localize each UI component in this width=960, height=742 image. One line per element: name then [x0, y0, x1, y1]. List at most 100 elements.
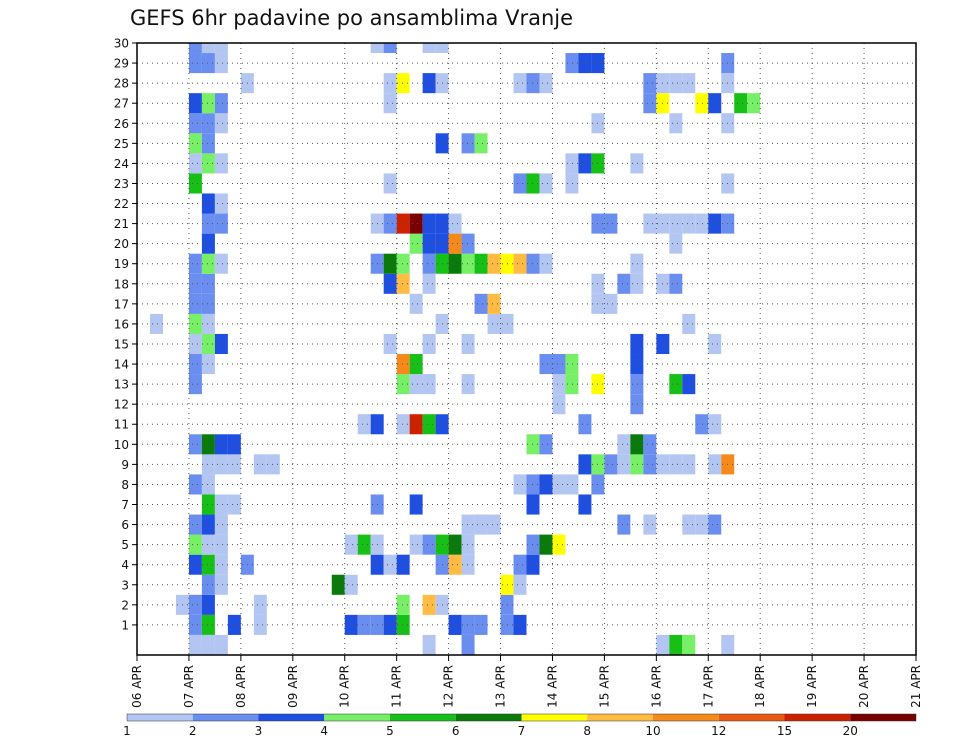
heatmap-cell: [396, 354, 410, 375]
colorbar-segment: [324, 714, 390, 721]
heatmap-cell: [201, 153, 215, 174]
y-tick-label: 7: [121, 498, 129, 512]
colorbar-label: 3: [255, 724, 263, 738]
x-tick-label: 06 APR: [130, 665, 144, 708]
heatmap-cell: [578, 414, 592, 435]
heatmap-cell: [539, 534, 553, 555]
heatmap-cell: [604, 293, 618, 314]
heatmap-cell: [539, 73, 553, 94]
heatmap-cell: [513, 574, 527, 595]
heatmap-cell: [474, 253, 488, 274]
heatmap-cell: [214, 554, 228, 575]
heatmap-cell: [214, 253, 228, 274]
heatmap-cell: [461, 333, 475, 355]
heatmap-cell: [396, 253, 410, 274]
heatmap-cell: [617, 273, 631, 294]
heatmap-cell: [682, 213, 696, 234]
y-tick-label: 29: [114, 57, 129, 71]
heatmap-cell: [214, 193, 228, 214]
heatmap-cell: [669, 273, 683, 294]
heatmap-cell: [461, 133, 475, 154]
heatmap-cell: [201, 53, 215, 74]
heatmap-cell: [552, 474, 566, 495]
grid-lines: [137, 42, 916, 655]
heatmap-cell: [669, 73, 683, 94]
heatmap-cell: [695, 213, 709, 234]
colorbar-label: 15: [777, 724, 792, 738]
y-tick-label: 6: [121, 518, 129, 532]
heatmap-cell: [214, 43, 228, 54]
heatmap-cell: [435, 43, 449, 54]
y-tick-label: 18: [114, 277, 129, 291]
heatmap-cell: [344, 534, 358, 555]
heatmap-cell: [630, 253, 644, 274]
heatmap-cell: [383, 273, 397, 294]
heatmap-cell: [201, 434, 215, 455]
y-tick-label: 8: [121, 478, 129, 492]
x-tick-label: 17 APR: [701, 665, 715, 708]
x-tick-label: 18 APR: [753, 665, 767, 708]
colorbar-segment: [390, 714, 456, 721]
heatmap-cell: [578, 53, 592, 74]
colorbar-segment: [127, 714, 193, 721]
colorbar-label: 12: [711, 724, 726, 738]
heatmap-cell: [682, 634, 696, 655]
heatmap-cell: [461, 614, 475, 635]
heatmap-cell: [214, 153, 228, 174]
heatmap-cell: [201, 634, 215, 655]
heatmap-cell: [201, 193, 215, 214]
heatmap-cell: [214, 534, 228, 555]
x-tick-label: 10 APR: [338, 665, 352, 708]
heatmap-cell: [188, 333, 202, 355]
heatmap-cell: [422, 414, 436, 435]
heatmap-cell: [331, 574, 345, 595]
heatmap-cell: [214, 574, 228, 595]
heatmap-cell: [643, 434, 657, 455]
heatmap-cell: [747, 93, 761, 114]
heatmap-cell: [396, 554, 410, 575]
heatmap-cell: [201, 43, 215, 54]
heatmap-cell: [695, 514, 709, 535]
y-tick-label: 25: [114, 137, 129, 151]
colorbar-segment: [850, 714, 916, 721]
colorbar-label: 6: [452, 724, 460, 738]
y-tick-label: 15: [114, 337, 129, 351]
x-tick-label: 11 APR: [390, 665, 404, 708]
heatmap-cell: [188, 374, 202, 395]
heatmap-cell: [552, 534, 566, 555]
y-tick-label: 4: [121, 558, 129, 572]
y-tick-label: 21: [114, 217, 129, 231]
heatmap-cell: [708, 213, 722, 234]
heatmap-cell: [188, 614, 202, 635]
colorbar-label: 8: [583, 724, 591, 738]
colorbar-label: 7: [518, 724, 526, 738]
y-tick-label: 27: [114, 97, 129, 111]
heatmap-cell: [513, 554, 527, 575]
heatmap-cell: [669, 233, 683, 254]
heatmap-cell: [383, 213, 397, 234]
heatmap-cell: [201, 233, 215, 254]
heatmap-cell: [253, 594, 267, 615]
heatmap-cell: [396, 273, 410, 294]
heatmap-cell: [461, 554, 475, 575]
heatmap-cell: [409, 233, 423, 254]
heatmap-cell: [669, 213, 683, 234]
colorbar-segment: [784, 714, 851, 721]
heatmap-cell: [266, 454, 280, 475]
heatmap-cell: [214, 634, 228, 655]
heatmap-cell: [409, 213, 423, 234]
heatmap-cell: [565, 53, 579, 74]
heatmap-cell: [422, 333, 436, 355]
heatmap-cell: [422, 233, 436, 254]
y-tick-label: 24: [114, 157, 129, 171]
heatmap-cell: [461, 374, 475, 395]
heatmap-cell: [474, 614, 488, 635]
heatmap-cell: [422, 374, 436, 395]
colorbar-label: 4: [320, 724, 328, 738]
heatmap-cell: [214, 514, 228, 535]
heatmap-cell: [227, 434, 241, 455]
heatmap-cell: [539, 173, 553, 194]
colorbar: 1 2 3 4 5 6 7 8 10 12 15 20: [123, 713, 917, 738]
heatmap-cell: [565, 474, 579, 495]
heatmap-cell: [513, 474, 527, 495]
